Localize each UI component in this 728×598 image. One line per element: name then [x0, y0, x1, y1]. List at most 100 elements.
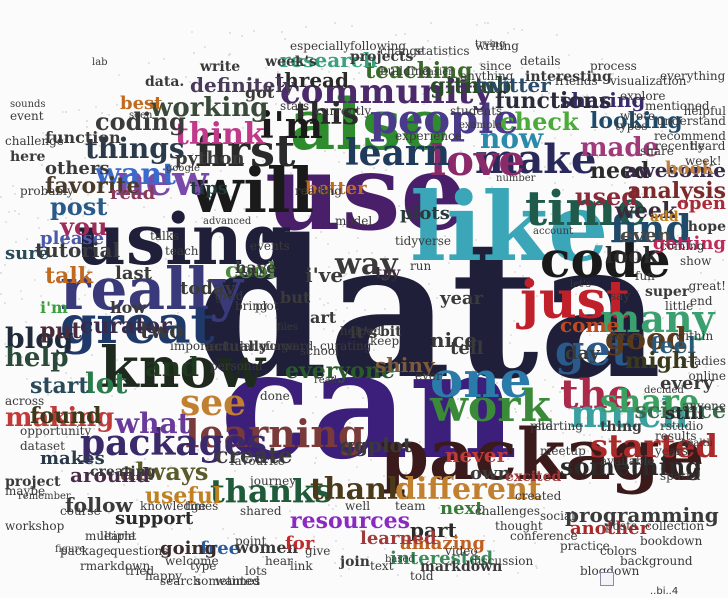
background-speck — [577, 372, 580, 375]
background-speck — [37, 226, 40, 229]
background-speck — [341, 266, 344, 269]
background-speck — [262, 232, 265, 235]
word: good — [605, 322, 687, 357]
background-speck — [78, 108, 81, 111]
background-speck — [86, 126, 89, 129]
background-speck — [196, 449, 199, 452]
background-speck — [562, 250, 565, 253]
background-speck — [647, 280, 650, 283]
background-speck — [197, 557, 200, 560]
background-speck — [166, 118, 169, 121]
word: times — [185, 499, 219, 513]
background-speck — [352, 521, 355, 524]
background-speck — [220, 169, 223, 172]
scroll-box[interactable] — [600, 572, 614, 586]
background-speck — [163, 362, 166, 365]
background-speck — [200, 540, 203, 543]
word: interested — [390, 548, 494, 569]
background-speck — [348, 66, 351, 69]
background-speck — [236, 284, 239, 287]
background-speck — [198, 121, 201, 123]
background-speck — [274, 316, 277, 319]
word: sure — [5, 243, 50, 264]
word: posts — [605, 519, 638, 533]
word: useful — [145, 483, 222, 509]
background-speck — [549, 409, 552, 412]
background-speck — [5, 400, 8, 403]
background-speck — [543, 506, 546, 509]
word: background — [620, 554, 693, 568]
word: wrote — [620, 109, 656, 123]
background-speck — [72, 456, 75, 459]
background-speck — [426, 267, 429, 270]
background-speck — [92, 427, 95, 430]
word: series — [240, 269, 271, 280]
word: support — [115, 508, 194, 529]
background-speck — [118, 118, 121, 121]
background-speck — [355, 249, 358, 252]
word: explore — [620, 89, 666, 103]
background-speck — [333, 561, 336, 564]
background-speck — [451, 75, 454, 78]
word: feel — [650, 333, 696, 359]
background-speck — [717, 206, 720, 209]
background-speck — [659, 423, 662, 426]
word: maybe — [5, 484, 46, 498]
background-speck — [293, 321, 296, 324]
background-speck — [496, 416, 499, 419]
word: cool — [225, 258, 277, 284]
background-speck — [265, 314, 268, 317]
background-speck — [462, 484, 465, 487]
background-speck — [312, 535, 315, 538]
word: blogdown — [580, 564, 640, 578]
background-speck — [553, 181, 556, 184]
background-speck — [111, 305, 114, 308]
background-speck — [485, 158, 488, 161]
word: created — [515, 489, 562, 503]
background-speck — [190, 171, 193, 174]
background-speck — [494, 424, 497, 427]
background-speck — [648, 396, 651, 399]
background-speck — [721, 259, 724, 262]
background-speck — [499, 353, 502, 356]
background-speck — [387, 444, 390, 447]
word: results — [655, 429, 697, 443]
word: building — [380, 64, 431, 78]
background-speck — [650, 153, 653, 156]
background-speck — [707, 179, 710, 182]
word: nice — [430, 328, 478, 352]
word: welcome — [165, 554, 219, 568]
background-speck — [520, 29, 523, 32]
background-speck — [493, 550, 496, 553]
word: might — [625, 348, 699, 374]
word: available — [600, 454, 655, 468]
background-speck — [641, 92, 644, 95]
background-speck — [302, 427, 305, 430]
background-speck — [666, 215, 669, 218]
word: easier — [422, 67, 453, 78]
word: today — [180, 278, 236, 299]
background-speck — [64, 111, 67, 114]
background-speck — [273, 163, 276, 166]
background-speck — [583, 447, 586, 450]
background-speck — [319, 231, 322, 234]
background-speck — [75, 273, 78, 276]
background-speck — [303, 89, 306, 92]
word: anyone — [682, 399, 726, 413]
background-speck — [14, 240, 17, 243]
background-speck — [94, 202, 97, 205]
background-speck — [271, 409, 274, 412]
background-speck — [579, 407, 582, 410]
background-speck — [227, 477, 230, 480]
background-speck — [146, 427, 149, 430]
background-speck — [113, 354, 116, 357]
background-speck — [604, 112, 607, 115]
background-speck — [76, 317, 79, 320]
word: make — [475, 136, 597, 183]
background-speck — [460, 150, 463, 153]
background-speck — [414, 205, 417, 208]
background-speck — [396, 293, 399, 296]
background-speck — [203, 259, 206, 262]
word: this — [295, 97, 359, 132]
word: getting — [652, 233, 726, 254]
